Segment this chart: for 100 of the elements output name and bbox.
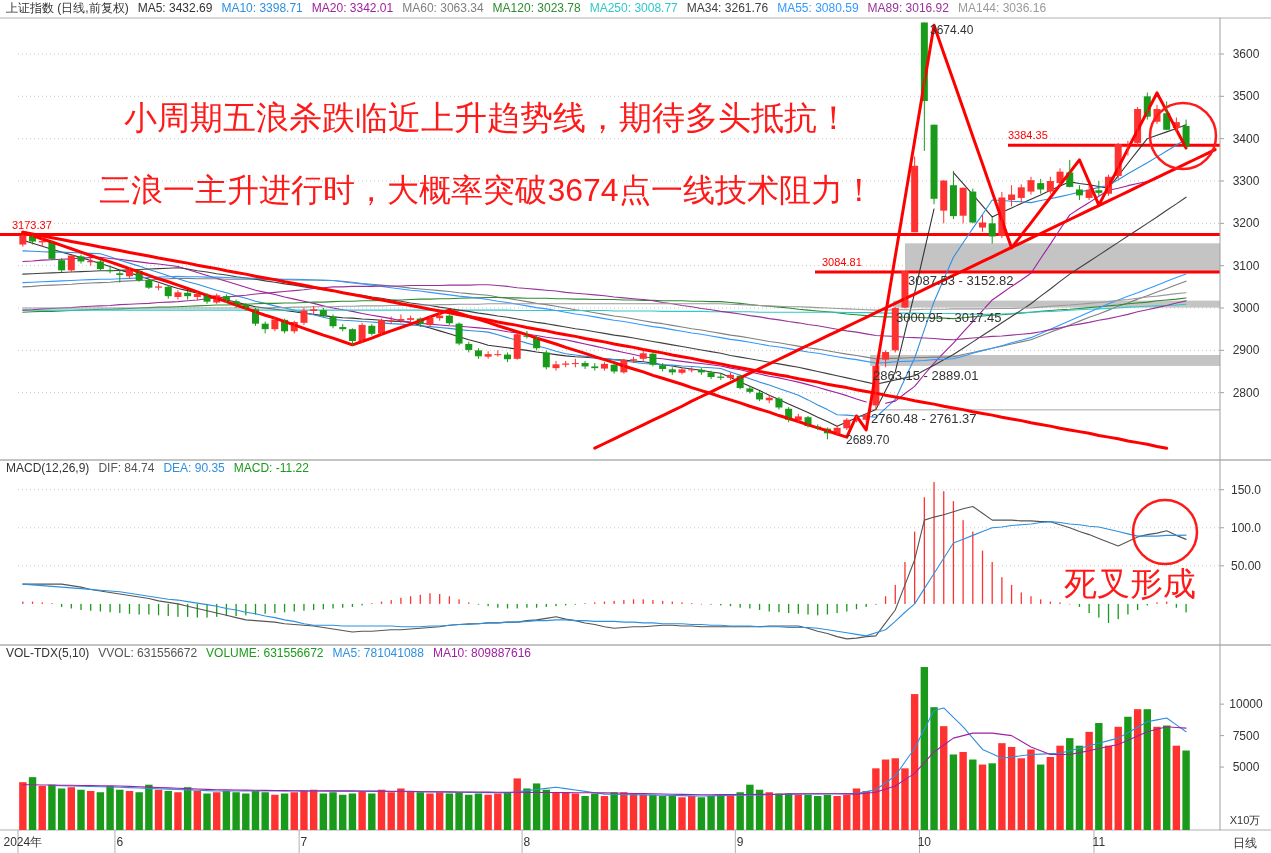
candlestick [319, 307, 327, 318]
bar [271, 794, 279, 830]
bar [920, 667, 929, 830]
y-tick-label: 50.00 [1230, 558, 1262, 573]
bar [717, 796, 725, 830]
bar [38, 785, 46, 830]
bar [891, 758, 899, 830]
chart-title: VOL-TDX(5,10) [6, 646, 90, 660]
bar [222, 790, 231, 830]
y-axis-title: X10万 [1229, 814, 1261, 826]
bar [804, 794, 812, 830]
candlestick [600, 361, 608, 372]
text: MA60: 3063.34 [402, 1, 484, 15]
bar [19, 782, 27, 830]
bar [1046, 757, 1055, 830]
bar [940, 726, 948, 830]
text: VOLUME: 631556672 [206, 646, 324, 660]
bar [794, 794, 803, 830]
bar [154, 789, 163, 830]
bar [387, 792, 395, 830]
bar [736, 792, 744, 830]
bar [978, 764, 987, 830]
bar [707, 796, 715, 830]
bar [290, 792, 298, 830]
bar [339, 794, 347, 830]
bar [814, 796, 822, 830]
bar [1104, 745, 1113, 830]
y-tick-label: 3600 [1232, 46, 1260, 61]
bar [116, 789, 124, 830]
bar [145, 784, 153, 830]
ref-line-label: 3384.35 [1008, 129, 1048, 142]
ref-line-label: 3173.37 [12, 218, 52, 231]
y-tick-label: 7500 [1232, 728, 1260, 743]
bar [1075, 745, 1084, 830]
chart-title: 上证指数 (日线,前复权) [6, 1, 129, 15]
chart-title: MACD(12,26,9) [6, 461, 90, 475]
candlestick [639, 349, 647, 362]
candlestick [979, 214, 987, 233]
bar [1095, 723, 1103, 830]
bar [329, 792, 337, 830]
x-tick-label: 11 [1092, 835, 1106, 849]
bar [784, 793, 793, 830]
bar [125, 790, 134, 830]
text: MA250: 3008.77 [589, 1, 679, 15]
x-tick-label: 8 [523, 835, 531, 849]
text: MA20: 3342.01 [311, 1, 394, 15]
bar [1162, 725, 1171, 830]
bar [552, 792, 560, 830]
candlestick [155, 282, 163, 291]
bar [998, 743, 1006, 830]
candlestick [882, 349, 890, 368]
y-tick-label: 2900 [1232, 343, 1260, 358]
bar [1172, 745, 1181, 830]
bar [28, 777, 37, 830]
bar [1182, 750, 1190, 830]
bar [688, 796, 696, 830]
bar [591, 793, 599, 830]
bar [77, 789, 85, 830]
line-series [22, 284, 1187, 341]
text: MA5: 3432.69 [137, 1, 213, 15]
bar [1007, 746, 1016, 830]
bar [1066, 738, 1074, 830]
bar [639, 794, 647, 830]
candlestick [116, 269, 124, 284]
bar [581, 796, 589, 830]
candlestick [630, 356, 638, 364]
text: MACD: -11.22 [233, 461, 310, 475]
bar [1114, 726, 1122, 830]
line-series [22, 292, 1187, 311]
bar [523, 788, 531, 830]
y-tick-label: 3000 [1232, 301, 1260, 316]
annotation: 死叉形成 [1064, 565, 1196, 602]
bar [1036, 764, 1045, 830]
bar [843, 794, 851, 830]
bar [1133, 709, 1142, 830]
y-tick-label: 3500 [1232, 89, 1260, 104]
bar [164, 790, 172, 830]
bar [969, 759, 977, 830]
candlestick [562, 360, 570, 368]
bar [959, 751, 967, 830]
bar [96, 792, 105, 830]
y-tick-label: 2800 [1232, 385, 1260, 400]
bar [213, 792, 221, 830]
bar [746, 784, 754, 830]
band-label: 2760.48 - 2761.37 [871, 411, 977, 427]
y-tick-label: 3400 [1232, 131, 1260, 146]
bar [435, 792, 444, 830]
bar [232, 792, 240, 830]
text: MA89: 3016.92 [867, 1, 950, 15]
x-tick-label: 6 [116, 835, 124, 849]
bar [610, 792, 618, 830]
x-tick-label: 9 [736, 835, 744, 849]
bar [406, 790, 415, 830]
bar [1085, 731, 1093, 830]
bar [988, 763, 996, 830]
x-tick-label: 2024年 [3, 835, 43, 849]
bar [397, 788, 405, 830]
text: MA55: 3080.59 [777, 1, 859, 15]
bar [203, 793, 211, 830]
bar [48, 784, 56, 830]
